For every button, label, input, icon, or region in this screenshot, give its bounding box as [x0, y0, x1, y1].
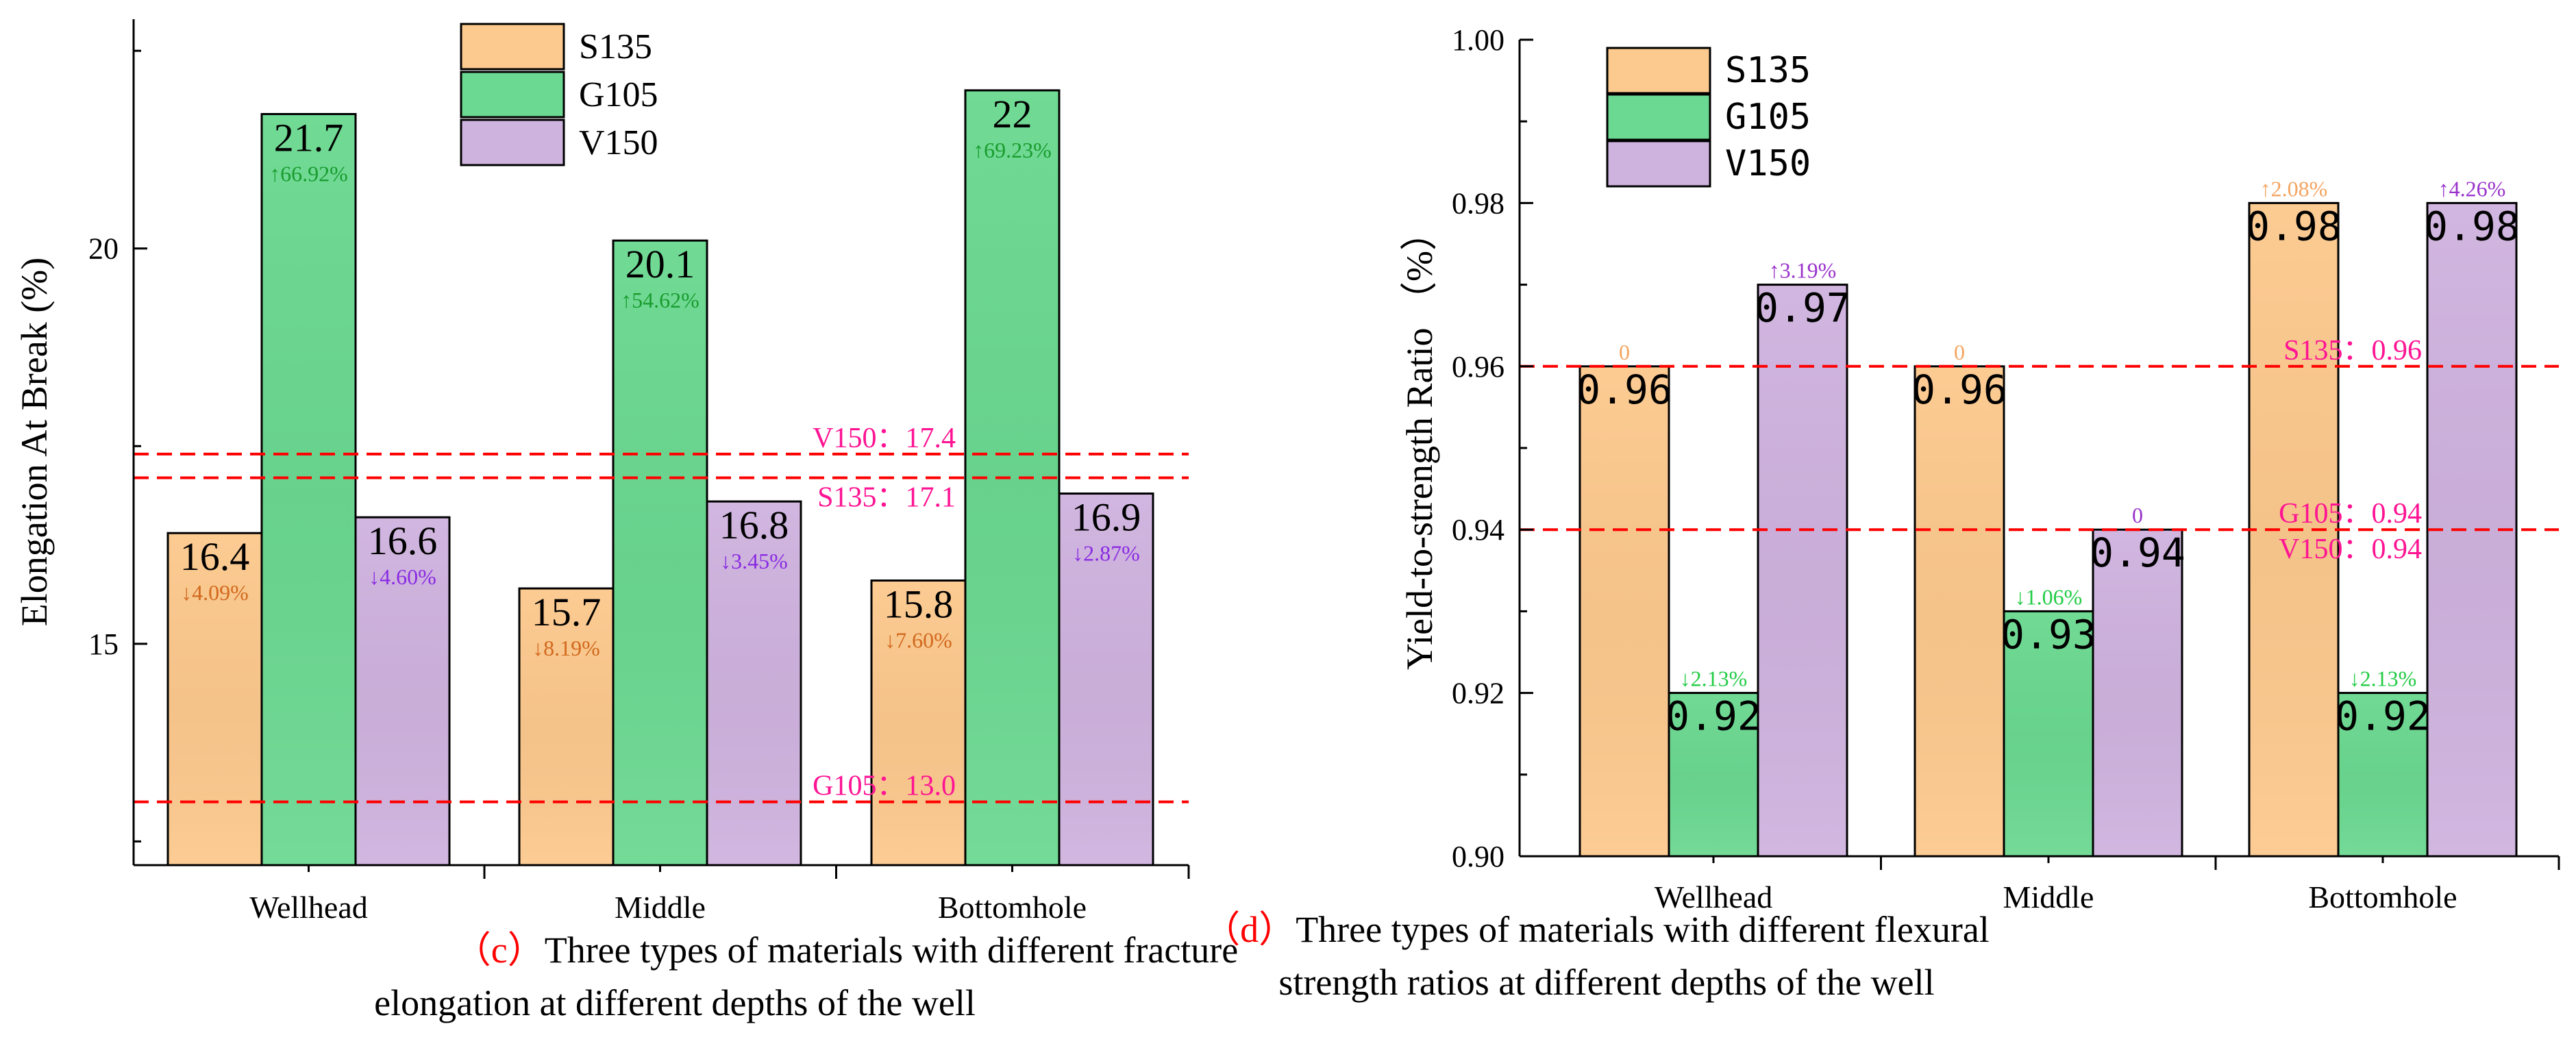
caption-d: （d）Three types of materials with differe… [1203, 909, 1990, 1003]
reference-label: S135：17.1 [817, 482, 956, 513]
pct-label: ↑3.19% [1769, 258, 1837, 283]
pct-label: ↓2.13% [2349, 666, 2417, 691]
caption-text: Three types of materials with different … [545, 930, 1239, 971]
bar-shade [2340, 694, 2426, 855]
bar-shade [2005, 612, 2092, 855]
pct-label: 0 [1954, 340, 1965, 364]
value-label: 0.96 [1576, 366, 1672, 413]
pct-label: ↑54.62% [621, 288, 699, 312]
legend: S135 G105 V150 [460, 23, 658, 166]
value-label: 0.98 [2246, 203, 2342, 249]
bar-shade [1759, 286, 1846, 856]
category-label: Middle [2003, 880, 2094, 914]
value-label: 16.6 [368, 519, 438, 563]
legend-label: G105 [1725, 97, 1811, 138]
category-label: Bottomhole [938, 890, 1087, 925]
y-tick-label: 0.92 [1452, 677, 1504, 710]
pct-label: ↓2.87% [1072, 541, 1140, 566]
bar-shade [708, 503, 800, 864]
category-label: Bottomhole [2308, 880, 2457, 914]
legend-swatch-v150 [1606, 140, 1711, 188]
bar-shade [169, 534, 260, 864]
legend: S135 G105 V150 [1606, 47, 1811, 188]
value-label: 0.93 [2001, 611, 2096, 658]
caption-text: Three types of materials with different … [1296, 909, 1990, 950]
pct-label: ↓4.60% [369, 564, 436, 589]
bar-shade [357, 519, 448, 864]
y-tick-label: 0.94 [1452, 513, 1504, 547]
pct-label: 0 [1619, 340, 1630, 364]
pct-label: ↑69.23% [973, 138, 1052, 162]
legend-swatch-s135 [460, 23, 565, 71]
caption-line-1: （d）Three types of materials with differe… [1203, 909, 1990, 950]
y-tick-label: 0.98 [1452, 186, 1504, 220]
reference-label: G105：0.94 [2279, 498, 2422, 530]
value-label: 21.7 [274, 116, 344, 160]
pct-label: ↓3.45% [720, 549, 788, 573]
y-tick-label: 15 [88, 627, 119, 661]
category-label: Wellhead [1655, 880, 1773, 914]
bar-shade [263, 115, 354, 864]
value-label: 0.94 [2090, 530, 2185, 576]
pct-label: ↓1.06% [2015, 584, 2083, 609]
pct-label: ↓8.19% [532, 636, 600, 660]
y-tick-label: 0.90 [1452, 840, 1504, 873]
y-axis-label: Yield-to-strength Ratio （%） [1399, 214, 1440, 670]
bar-shade [1581, 367, 1668, 855]
bar-shade [1670, 694, 1757, 855]
legend-label: S135 [579, 27, 652, 66]
category-label: Middle [615, 890, 706, 925]
pct-label: ↓4.09% [181, 580, 249, 605]
pct-label: ↓7.60% [884, 627, 952, 652]
caption-mark: （d） [1203, 909, 1296, 950]
value-label: 20.1 [626, 242, 695, 286]
legend-swatch-v150 [460, 119, 565, 166]
reference-label: V150：17.4 [813, 423, 956, 454]
category-label: Wellhead [249, 890, 368, 925]
legend-label: V150 [579, 123, 658, 162]
legend-label: V150 [1725, 143, 1811, 184]
legend-swatch-g105 [460, 71, 565, 119]
caption-line-2: strength ratios at different depths of t… [1278, 962, 1934, 1003]
value-label: 16.4 [180, 534, 250, 579]
caption-mark: （c） [454, 930, 545, 971]
pct-label: ↑2.08% [2260, 176, 2328, 201]
value-label: 16.8 [719, 503, 789, 547]
value-label: 15.7 [532, 590, 602, 634]
yield-ratio-chart: Yield-to-strength Ratio （%） 00.9600.96↑2… [1203, 23, 2560, 1003]
value-label: 16.9 [1072, 495, 1141, 540]
value-label: 0.97 [1755, 285, 1850, 332]
bar-shade [2094, 531, 2181, 855]
bar-shade [1916, 367, 2003, 855]
value-label: 0.92 [2335, 693, 2431, 740]
y-tick-label: 20 [88, 232, 119, 266]
pct-label: ↑66.92% [269, 162, 348, 186]
legend-label: S135 [1725, 50, 1811, 91]
value-label: 22 [993, 92, 1032, 136]
reference-label: V150：0.94 [2279, 534, 2422, 565]
legend-label: G105 [579, 75, 658, 114]
pct-label: 0 [2132, 503, 2143, 527]
reference-label: G105：13.0 [813, 771, 956, 802]
caption-c: （c）Three types of materials with differe… [374, 930, 1238, 1023]
caption-line-1: （c）Three types of materials with differe… [454, 930, 1239, 971]
legend-swatch-g105 [1606, 93, 1711, 141]
elongation-chart: Elongation At Break (%) 16.4↓4.09% 15.7↓8… [14, 19, 1238, 1023]
bar-shade [873, 582, 964, 864]
legend-swatch-s135 [1606, 47, 1711, 95]
value-label: 15.8 [884, 582, 954, 626]
value-label: 0.92 [1665, 693, 1761, 740]
reference-label: S135：0.96 [2283, 335, 2422, 366]
bar-shade [521, 590, 612, 864]
value-label: 0.96 [1911, 366, 2007, 413]
y-axis-label: Elongation At Break (%) [14, 258, 55, 626]
value-label: 0.98 [2424, 203, 2520, 249]
pct-label: ↓2.13% [1680, 666, 1748, 691]
caption-line-2: elongation at different depths of the we… [374, 982, 976, 1023]
bar-shade [615, 242, 706, 864]
y-tick-label: 1.00 [1452, 23, 1504, 57]
pct-label: ↑4.26% [2438, 176, 2506, 201]
y-tick-label: 0.96 [1452, 350, 1504, 384]
